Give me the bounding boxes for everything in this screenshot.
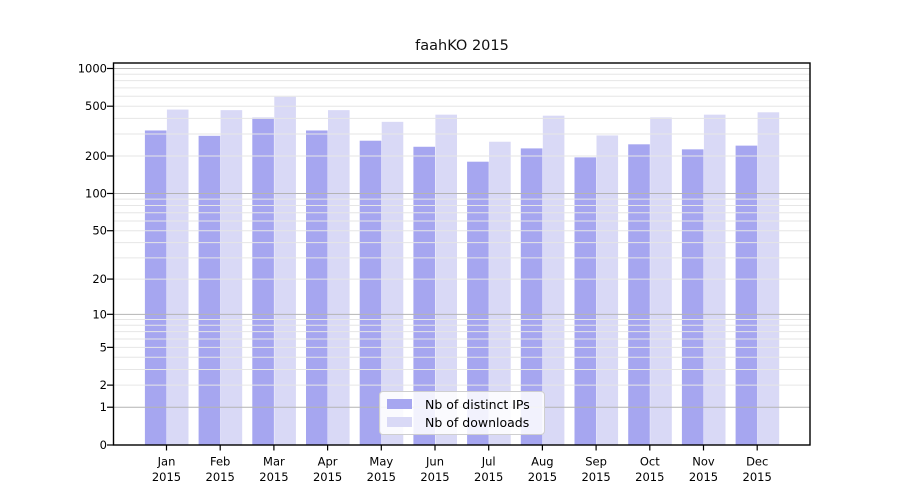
x-tick-label-month: Sep <box>585 455 607 469</box>
x-tick-label-month: Jul <box>481 455 496 469</box>
x-tick-label-year: 2015 <box>367 470 396 484</box>
y-tick-label: 2 <box>100 378 107 392</box>
bar-downloads <box>381 121 404 445</box>
legend-label-downloads: Nb of downloads <box>425 414 530 430</box>
bar-downloads <box>650 117 672 445</box>
legend-label-distinct-ips: Nb of distinct IPs <box>425 396 530 412</box>
y-tick-label: 500 <box>85 99 107 113</box>
y-tick-label: 5 <box>100 340 107 354</box>
bar-downloads <box>435 114 457 445</box>
y-tick-label: 100 <box>85 186 107 200</box>
bar-distinct-ips <box>574 157 597 445</box>
x-tick-label-year: 2015 <box>474 470 503 484</box>
bar-downloads <box>542 115 565 445</box>
x-tick-label-year: 2015 <box>528 470 557 484</box>
bar-distinct-ips <box>306 130 328 445</box>
x-tick-label-year: 2015 <box>689 470 718 484</box>
legend-item-distinct-ips: Nb of distinct IPs <box>387 397 537 412</box>
x-tick-label-year: 2015 <box>313 470 342 484</box>
y-tick-label: 1 <box>100 400 107 414</box>
bar-distinct-ips <box>628 144 650 445</box>
bar-downloads <box>596 135 619 445</box>
x-tick-label-month: Jun <box>425 455 444 469</box>
x-tick-label-month: May <box>369 455 393 469</box>
y-tick-label: 20 <box>92 272 107 286</box>
bar-distinct-ips <box>252 117 274 446</box>
bar-distinct-ips <box>681 149 704 446</box>
x-tick-label-year: 2015 <box>743 470 772 484</box>
y-tick-label: 50 <box>92 224 107 238</box>
bar-downloads <box>274 96 296 446</box>
legend: Nb of distinct IPs Nb of downloads <box>379 391 545 435</box>
bar-distinct-ips <box>359 140 382 445</box>
y-tick-label: 10 <box>92 307 107 321</box>
y-tick-label: 1000 <box>78 61 107 75</box>
bar-downloads <box>220 110 243 446</box>
x-tick-label-year: 2015 <box>259 470 288 484</box>
chart-title: faahKO 2015 <box>415 38 509 54</box>
legend-swatch-distinct-ips <box>387 399 412 409</box>
x-tick-label-month: Dec <box>746 455 768 469</box>
bar-downloads <box>166 109 189 445</box>
y-tick-label: 200 <box>85 149 107 163</box>
x-tick-label-year: 2015 <box>635 470 664 484</box>
x-tick-label-year: 2015 <box>420 470 449 484</box>
x-tick-label-month: Feb <box>210 455 230 469</box>
x-tick-label-month: Aug <box>531 455 553 469</box>
legend-item-downloads: Nb of downloads <box>387 415 537 430</box>
bar-distinct-ips <box>735 145 758 445</box>
x-tick-label-year: 2015 <box>152 470 181 484</box>
bar-distinct-ips <box>198 135 221 446</box>
bar-distinct-ips <box>520 148 543 445</box>
plot-frame <box>112 62 811 446</box>
bar-downloads <box>328 110 350 446</box>
x-tick-label-year: 2015 <box>581 470 610 484</box>
bar-distinct-ips <box>144 130 167 445</box>
bar-distinct-ips <box>467 161 489 445</box>
x-tick-label-month: Oct <box>640 455 660 469</box>
x-tick-label-month: Mar <box>263 455 285 469</box>
x-tick-label-month: Jan <box>157 455 176 469</box>
x-tick-label-month: Apr <box>318 455 338 469</box>
bar-downloads <box>703 114 726 445</box>
x-tick-label-month: Nov <box>692 455 715 469</box>
y-tick-label: 0 <box>100 438 107 452</box>
x-tick-label-year: 2015 <box>206 470 235 484</box>
legend-swatch-downloads <box>387 417 412 427</box>
